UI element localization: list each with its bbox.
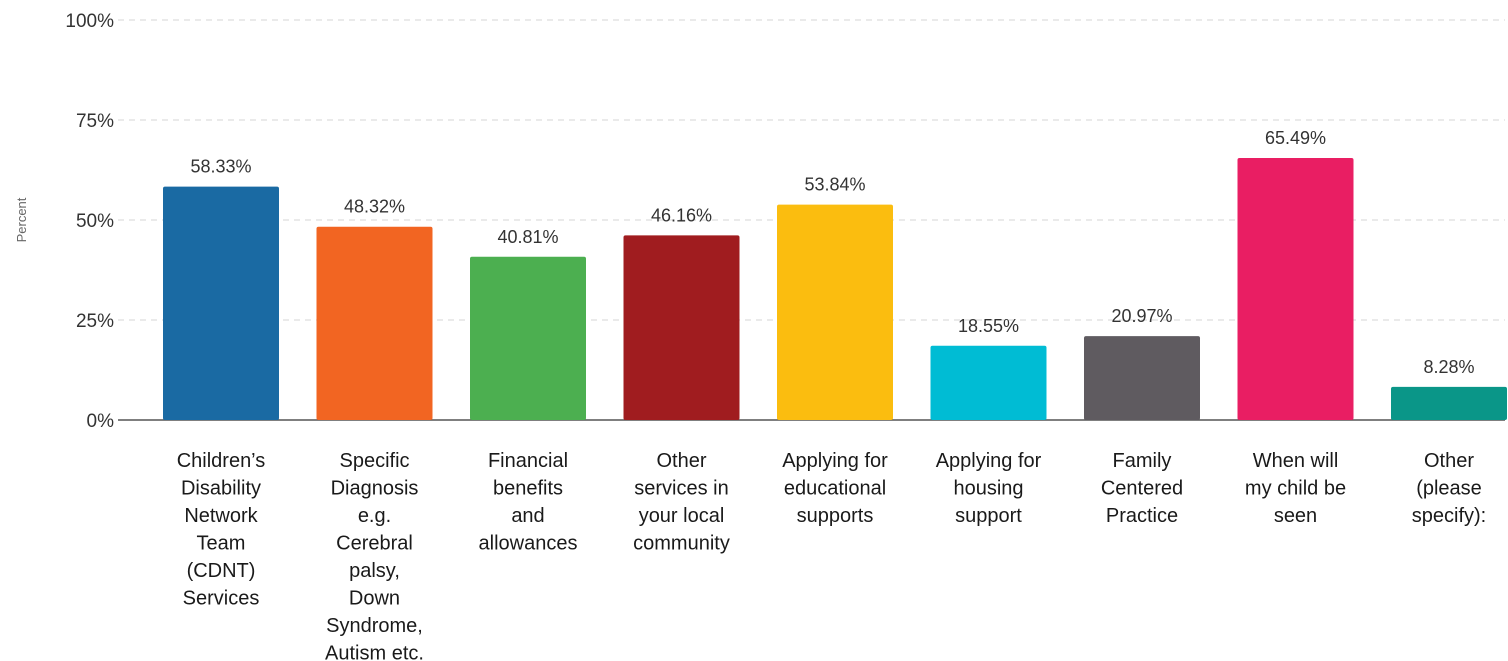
bar [470, 256, 586, 420]
data-label: 20.97% [1111, 306, 1172, 326]
category-label-line: specify): [1412, 505, 1486, 527]
category-label-line: Family [1113, 450, 1172, 472]
category-label-line: palsy, [349, 560, 400, 582]
category-label-line: supports [797, 505, 874, 527]
bar [777, 204, 893, 420]
bar [1084, 336, 1200, 420]
category-label-line: benefits [493, 478, 563, 500]
category-label: When will my child be seen [1245, 450, 1346, 527]
data-label: 46.16% [651, 205, 712, 225]
category-label-line: Syndrome, [326, 615, 423, 637]
category-label-line: and [511, 505, 544, 527]
category-label-line: Team [197, 533, 246, 555]
category-label: Family Centered Practice [1101, 450, 1183, 527]
bar [1391, 386, 1507, 420]
data-label: 40.81% [497, 227, 558, 247]
y-tick-label: 50% [76, 211, 114, 232]
category-label-line: support [955, 505, 1022, 527]
data-label: 18.55% [958, 316, 1019, 336]
category-label-line: (please [1416, 478, 1482, 500]
bar [163, 186, 279, 420]
category-label-line: housing [953, 478, 1023, 500]
category-label: Other services in your local community [633, 450, 730, 555]
category-label-line: Centered [1101, 478, 1183, 500]
data-labels: 58.33% 48.32% 40.81% 46.16% 53.84% 18.55% 20.9… [190, 128, 1474, 377]
y-axis-label: Percent [14, 197, 29, 242]
category-label-line: When will [1253, 450, 1339, 472]
category-label-line: Financial [488, 450, 568, 472]
category-label-line: Practice [1106, 505, 1178, 527]
bar [623, 235, 740, 420]
category-label-line: services in [634, 478, 728, 500]
category-label-line: Services [183, 588, 260, 610]
category-label-line: Cerebral [336, 533, 413, 555]
category-label-line: community [633, 533, 730, 555]
category-label-line: Other [656, 450, 706, 472]
data-label: 65.49% [1265, 128, 1326, 148]
y-tick-label: 25% [76, 311, 114, 332]
bar-layer [163, 158, 1507, 421]
category-label: Financial benefits and allowances [479, 450, 578, 555]
bar [930, 345, 1047, 420]
y-tick-label: 75% [76, 111, 114, 132]
category-label-line: Other [1424, 450, 1474, 472]
category-label: Other (please specify): [1412, 450, 1486, 527]
category-label-line: allowances [479, 533, 578, 555]
category-label: Applying for housing support [936, 450, 1042, 527]
category-label-line: Specific [339, 450, 409, 472]
category-label: Children’s Disability Network Team (CDNT) Ser… [177, 450, 266, 610]
data-label: 58.33% [190, 157, 251, 177]
category-label-line: Applying for [936, 450, 1042, 472]
data-label: 48.32% [344, 197, 405, 217]
category-label: Applying for educational supports [782, 450, 888, 527]
category-label-line: educational [784, 478, 886, 500]
category-label-line: e.g. [358, 505, 391, 527]
category-label-line: Network [184, 505, 258, 527]
category-label-line: Disability [181, 478, 261, 500]
category-label-line: Diagnosis [331, 478, 419, 500]
category-label: Specific Diagnosis e.g. Cerebral palsy, Down S… [325, 450, 424, 661]
category-label-line: Autism etc. [325, 643, 424, 661]
category-label-line: (CDNT) [187, 560, 256, 582]
category-label-line: your local [639, 505, 725, 527]
category-label-line: Applying for [782, 450, 888, 472]
data-label: 8.28% [1423, 357, 1474, 377]
y-tick-label: 0% [87, 411, 115, 432]
data-label: 53.84% [804, 175, 865, 195]
bar [316, 226, 433, 420]
y-tick-label: 100% [65, 11, 114, 32]
category-labels: Children’s Disability Network Team (CDNT) Ser… [177, 450, 1487, 661]
y-axis-ticks: 0% 25% 50% 75% 100% [65, 11, 114, 432]
category-label-line: seen [1274, 505, 1317, 527]
category-label-line: Down [349, 588, 400, 610]
category-label-line: my child be [1245, 478, 1346, 500]
category-label-line: Children’s [177, 450, 266, 472]
bar [1237, 158, 1354, 421]
